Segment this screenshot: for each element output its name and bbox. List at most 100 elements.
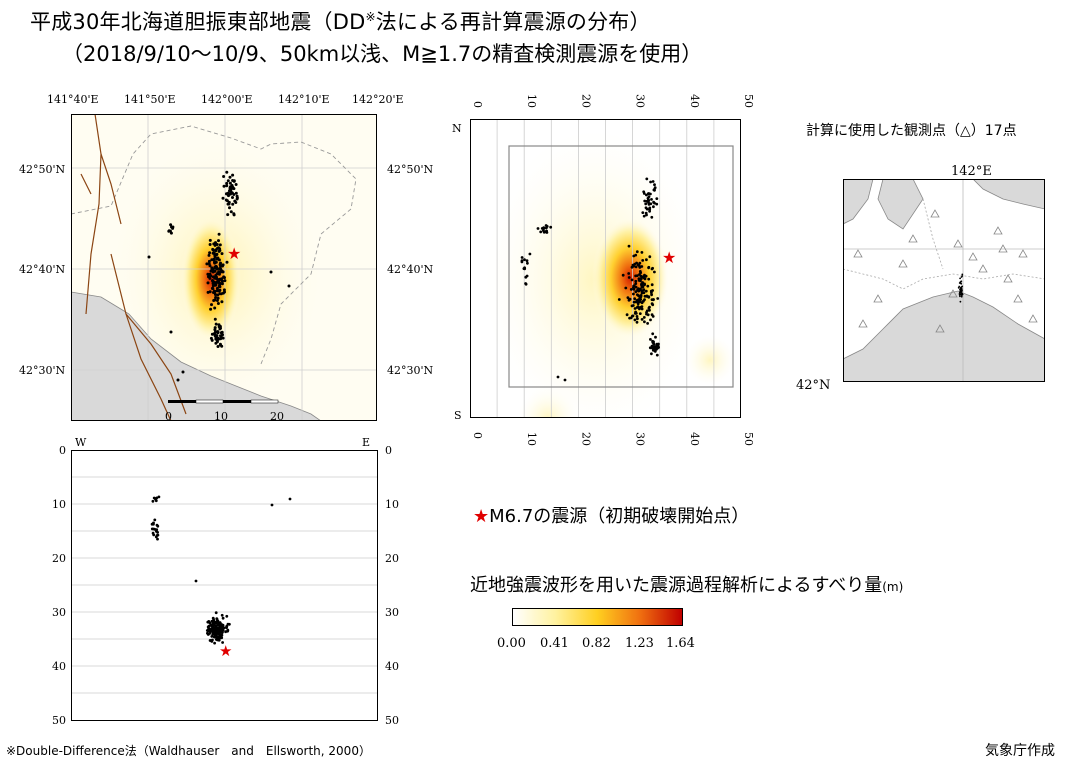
map-grid (71, 114, 377, 421)
hypocenter-dot (226, 213, 230, 217)
depth-tick-right: 30 (385, 606, 399, 619)
mainshock-star: ★ (219, 642, 232, 660)
hypocenter-dot (961, 273, 964, 276)
depth-tick-left: 30 (52, 606, 66, 619)
hypocenter-dot (632, 254, 636, 258)
ns-tick-bottom: 20 (579, 432, 592, 446)
hypocenter-dot (228, 189, 231, 193)
hypocenter-dot (154, 535, 158, 539)
hypocenter-dot (219, 621, 222, 625)
hypocenter-dot (156, 531, 160, 534)
hypocenter-dot (634, 312, 638, 315)
hypocenter-dot (221, 616, 225, 620)
hypocenter-dot (217, 258, 221, 262)
depth-tick-right: 10 (385, 498, 399, 511)
hypocenter-dot (634, 290, 638, 294)
east-label: E (362, 436, 371, 449)
hypocenter-dot (960, 295, 963, 298)
hypocenter-dot (960, 276, 963, 278)
hypocenter-dot (523, 258, 526, 261)
hypocenter-dot (644, 274, 648, 278)
land-area (877, 179, 924, 230)
hypocenter-dot (224, 630, 228, 634)
hypocenter-dot (653, 186, 657, 190)
hypocenter-dot (647, 277, 651, 281)
hypocenter-dot (231, 179, 235, 182)
hypocenter-dot (650, 283, 654, 287)
hypocenter-dot (959, 290, 962, 292)
depth-tick-right: 50 (385, 714, 399, 727)
hypocenter-dot (650, 215, 654, 219)
hypocenter-dot (219, 335, 223, 339)
scale-label: 20 (270, 410, 284, 423)
station-triangle (1013, 294, 1023, 303)
hypocenter-dot (208, 272, 212, 276)
lat-label: 42°30'N (387, 364, 434, 377)
hypocenter-dot (270, 503, 274, 507)
hypocenter-dot (206, 625, 210, 629)
hypocenter-dot (646, 322, 649, 325)
hypocenter-dot (657, 346, 660, 349)
hypocenter-dot (556, 375, 560, 379)
hypocenter-dot (225, 614, 229, 618)
hypocenter-dot (637, 289, 641, 293)
hypocenter-dot (640, 251, 644, 254)
scale-label: 0 (165, 410, 172, 423)
hypocenter-dot (215, 621, 218, 625)
hypocenter-dot (217, 279, 221, 283)
hypocenter-dot (221, 625, 225, 628)
hypocenter-dot (520, 259, 524, 262)
hypocenter-dot (643, 294, 647, 298)
hypocenter-dot (176, 378, 180, 382)
hypocenter-dot (219, 629, 223, 633)
hypocenter-dot (630, 278, 634, 282)
hypocenter-dot (217, 232, 221, 236)
ns-tick-top: 50 (742, 94, 755, 108)
hypocenter-dot (642, 288, 646, 292)
depth-tick-left: 10 (52, 498, 66, 511)
slip-colorbar (512, 608, 683, 626)
hypocenter-dot (220, 282, 224, 286)
ns-tick-top: 10 (525, 94, 538, 108)
hypocenter-dot (645, 213, 648, 217)
scale-bar (168, 399, 279, 404)
hypocenter-dot (220, 330, 224, 334)
hypocenter-dot (647, 306, 651, 310)
hypocenter-dot (636, 293, 639, 297)
station-triangle (908, 234, 918, 243)
hypocenter-dot (225, 170, 229, 174)
hypocenter-dot (210, 258, 214, 262)
hypocenter-dot (226, 179, 230, 183)
hypocenter-dot (960, 290, 963, 293)
hypocenter-dot (212, 618, 216, 621)
station-map-title: 計算に使用した観測点（△）17点 (806, 123, 1017, 139)
hypocenter-dot (227, 200, 231, 204)
hypocenter-dot (657, 342, 660, 346)
hypocenter-dot (156, 533, 160, 537)
hypocenter-dot (214, 626, 218, 629)
ns-gridlines (496, 119, 715, 418)
hypocenter-dot (208, 290, 212, 294)
hypocenter-dot (215, 618, 219, 621)
hypocenter-dot (206, 620, 210, 624)
hypocenter-dot (169, 223, 173, 227)
hypocenter-dot (231, 185, 235, 189)
hypocenter-dot (641, 211, 645, 214)
hypocenter-dot (214, 249, 218, 253)
hypocenter-dot (638, 307, 641, 311)
hypocenter-dot (216, 331, 220, 335)
hypocenter-dot (646, 284, 650, 288)
hypocenter-dot (528, 252, 532, 256)
hypocenter-dot (958, 285, 961, 288)
hypocenter-dot (216, 293, 220, 297)
colorbar-tick: 1.64 (666, 636, 695, 651)
footnote: ※Double-Difference法（Waldhauser and Ellsw… (6, 744, 371, 758)
ns-tick-bottom: 30 (634, 432, 647, 446)
hypocenter-dot (959, 282, 962, 284)
slip-legend-title: 近地強震波形を用いた震源過程解析によるすべり量(m) (470, 575, 904, 596)
hypocenter-dot (181, 370, 185, 374)
hypocenter-dot (654, 345, 658, 349)
hypocenter-dot (225, 184, 229, 188)
hypocenter-dot (631, 314, 635, 318)
hypocenter-dot (651, 180, 655, 183)
